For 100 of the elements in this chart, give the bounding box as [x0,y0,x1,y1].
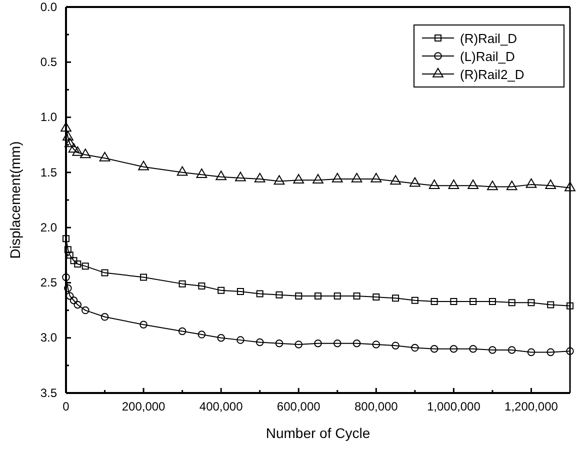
point [72,146,84,156]
point [334,292,341,300]
y-tick-label: 0.5 [40,54,58,69]
point [390,175,401,185]
point [198,330,206,338]
point [312,174,324,184]
point [334,339,342,348]
point [351,172,362,182]
point [372,340,380,348]
point [74,300,82,309]
point [528,299,535,306]
point [217,334,225,342]
point [469,345,477,353]
legend-label: (R)Rail_D [460,31,518,46]
point [256,290,264,298]
y-tick-label: 1.0 [40,110,58,124]
point [70,296,78,304]
point [353,292,360,300]
x-tick-label: 600,000 [276,400,321,414]
point [64,138,76,148]
point [101,269,108,276]
legend-label: (L)Rail_D [460,49,515,64]
point [566,347,574,355]
point [295,292,302,300]
point [64,246,72,254]
x-tick-label: 1,000,000 [426,400,481,414]
point [430,345,438,353]
point [140,320,148,328]
x-tick-label: 800,000 [354,400,398,414]
x-tick-label: 0 [62,400,70,414]
point [547,301,554,308]
point [411,296,418,304]
point [178,280,186,288]
point [236,336,244,344]
point [332,172,343,182]
point [314,339,322,348]
point [370,172,382,182]
point [66,252,74,259]
point [566,302,574,310]
point [506,180,518,190]
point [527,348,536,356]
point [70,257,78,264]
y-tick-label: 3.0 [40,330,58,345]
point [216,170,226,180]
point [372,294,380,301]
y-tick-label: 3.5 [40,386,58,400]
point [62,235,70,242]
point [430,298,438,305]
x-tick-label: 400,000 [199,400,244,414]
point [546,348,554,356]
point [140,274,148,281]
point [62,130,74,140]
y-axis-title: Displacement(mm) [7,141,23,259]
point [256,338,264,346]
point [450,345,458,353]
point [176,166,188,176]
point [526,178,537,188]
point [488,346,496,354]
point [74,260,82,268]
point [470,298,477,305]
y-tick-label: 1.5 [40,165,58,180]
point [392,342,400,350]
point [235,172,246,182]
point [218,286,225,294]
point [487,180,498,190]
x-axis-title: Number of Cycle [266,425,370,441]
point [392,294,400,302]
point [274,175,285,185]
point [450,298,458,305]
point [352,339,361,348]
point [64,284,72,292]
point [448,179,460,190]
point [236,288,244,296]
point [428,179,440,190]
point [564,182,576,192]
point [82,262,89,270]
point [198,282,206,290]
point [99,152,110,162]
point [508,299,516,306]
x-tick-label: 1,200,000 [504,400,558,414]
point [488,298,496,305]
point [275,339,284,348]
point [411,344,419,352]
point [80,148,91,158]
point [254,172,266,182]
x-tick-label: 200,000 [122,400,166,414]
point [68,143,80,153]
y-tick-label: 0.0 [40,0,58,14]
point [314,292,322,300]
point [545,179,556,190]
y-tick-label: 2.0 [40,220,58,234]
point [410,177,420,187]
point [276,291,283,298]
point [82,306,90,314]
point [178,327,186,336]
point [62,273,70,282]
legend-label: (R)Rail2_D [460,67,524,82]
point [100,313,109,321]
point [294,340,302,348]
point [468,179,478,190]
